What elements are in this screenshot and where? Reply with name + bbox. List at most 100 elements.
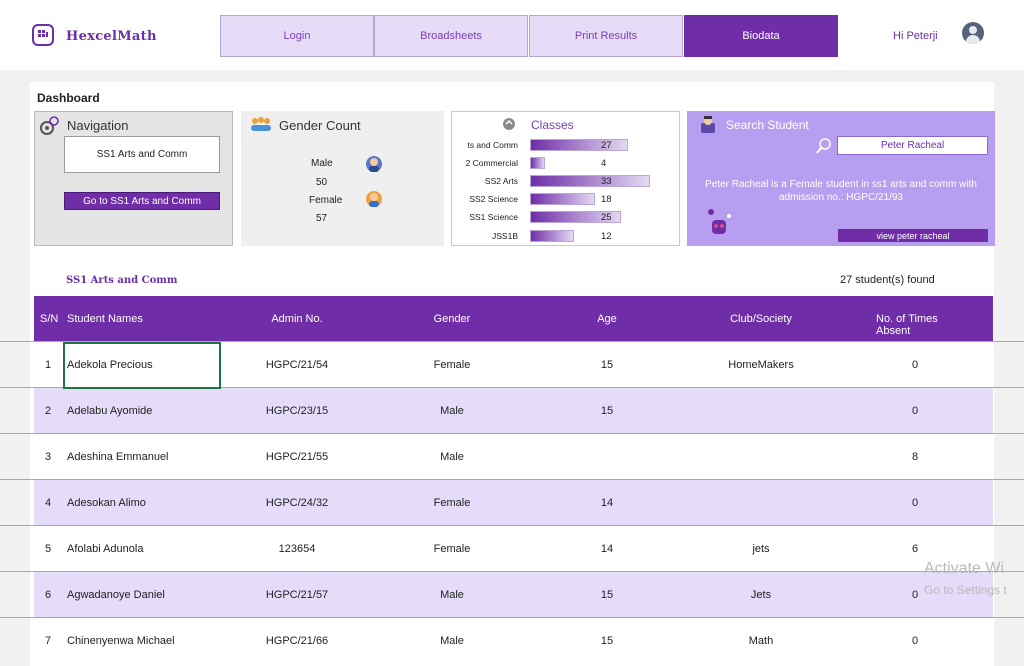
gender-count-title: Gender Count (279, 118, 361, 133)
cell-student-name[interactable]: Adesokan Alimo (67, 497, 146, 509)
cell-admin-no[interactable]: HGPC/21/66 (265, 635, 329, 647)
student-search-input[interactable]: Peter Racheal (837, 136, 988, 155)
cell-gender[interactable]: Male (440, 635, 464, 647)
class-select[interactable]: SS1 Arts and Comm (64, 136, 220, 173)
cell-absent[interactable]: 0 (911, 497, 919, 509)
cell-absent[interactable]: 0 (911, 359, 919, 371)
class-name: SS2 Science (469, 194, 518, 204)
header-admin-no: Admin No. (271, 313, 323, 325)
row-divider (0, 571, 1024, 572)
cell-age[interactable]: 15 (600, 359, 614, 371)
female-label: Female (309, 195, 343, 206)
class-count-value: 18 (601, 194, 612, 205)
cell-absent[interactable]: 6 (911, 543, 919, 555)
cell-student-name[interactable]: Adeshina Emmanuel (67, 451, 169, 463)
navigation-card (34, 111, 233, 246)
selected-cell (63, 342, 221, 389)
cell-admin-no[interactable]: HGPC/23/15 (265, 405, 329, 417)
class-name: 2 Commercial (465, 158, 518, 168)
cell-admin-no[interactable]: HGPC/21/55 (265, 451, 329, 463)
class-bar-row: 2 Commercial 4 (451, 156, 680, 171)
cell-club[interactable]: jets (752, 543, 770, 555)
class-count-value: 27 (601, 140, 612, 151)
table-row[interactable]: 6 Agwadanoye Daniel HGPC/21/57 Male 15 Jets 0 (34, 572, 993, 618)
table-row[interactable]: 2 Adelabu Ayomide HGPC/23/15 Male 15 0 (34, 388, 993, 434)
cell-sn[interactable]: 7 (44, 635, 52, 647)
cell-sn[interactable]: 4 (44, 497, 52, 509)
row-divider (0, 525, 1024, 526)
nav-login[interactable]: Login (220, 15, 374, 57)
cell-sn[interactable]: 6 (44, 589, 52, 601)
class-count-bar (530, 157, 545, 169)
cell-age[interactable]: 15 (600, 405, 614, 417)
cell-gender[interactable]: Male (440, 451, 464, 463)
class-count-value: 25 (601, 212, 612, 223)
male-avatar-icon (366, 156, 382, 172)
class-name: SS2 Arts (484, 176, 518, 186)
cell-sn[interactable]: 3 (44, 451, 52, 463)
cell-gender[interactable]: Male (440, 405, 464, 417)
cell-admin-no[interactable]: HGPC/21/54 (265, 359, 329, 371)
logo-icon (32, 24, 54, 46)
cell-age[interactable]: 14 (600, 497, 614, 509)
cell-gender[interactable]: Female (433, 497, 471, 509)
table-row[interactable]: 4 Adesokan Alimo HGPC/24/32 Female 14 0 (34, 480, 993, 526)
table-row[interactable]: 7 Chinenyenwa Michael HGPC/21/66 Male 15 Math… (34, 618, 993, 664)
nav-biodata[interactable]: Biodata (684, 15, 838, 57)
gears-icon (39, 116, 59, 136)
row-divider (0, 617, 1024, 618)
class-bar-row: JSS1B 12 (451, 229, 680, 244)
search-icon[interactable] (815, 137, 833, 155)
class-count-value: 33 (601, 176, 612, 187)
classes-icon (502, 117, 516, 131)
cell-gender[interactable]: Female (433, 359, 471, 371)
cell-sn[interactable]: 1 (44, 359, 52, 371)
nav-broadsheets[interactable]: Broadsheets (374, 15, 528, 57)
table-row[interactable]: 5 Afolabi Adunola 123654 Female 14 jets 6 (34, 526, 993, 572)
class-count-bar (530, 230, 574, 242)
cell-gender[interactable]: Female (433, 543, 471, 555)
students-found-count: 27 student(s) found (840, 274, 935, 286)
cell-student-name[interactable]: Adekola Precious (67, 359, 153, 371)
search-student-card (687, 111, 995, 246)
table-row[interactable]: 3 Adeshina Emmanuel HGPC/21/55 Male 8 (34, 434, 993, 480)
cell-student-name[interactable]: Afolabi Adunola (67, 543, 144, 555)
robot-illustration-icon (703, 206, 737, 240)
cell-sn[interactable]: 5 (44, 543, 52, 555)
row-divider (0, 387, 1024, 388)
class-name: JSS1B (492, 231, 518, 241)
cell-absent[interactable]: 0 (911, 405, 919, 417)
class-list-title: SS1 Arts and Comm (66, 275, 178, 286)
cell-absent[interactable]: 0 (911, 589, 919, 601)
search-student-title: Search Student (726, 118, 809, 132)
view-student-button[interactable]: view peter racheal (838, 229, 988, 242)
cell-club[interactable]: Jets (750, 589, 772, 601)
cell-age[interactable]: 14 (600, 543, 614, 555)
class-count-bar (530, 211, 621, 223)
table-row[interactable]: 1 Adekola Precious HGPC/21/54 Female 15 HomeM… (34, 342, 993, 388)
header-club: Club/Society (730, 313, 792, 325)
go-to-class-button[interactable]: Go to SS1 Arts and Comm (64, 192, 220, 210)
cell-sn[interactable]: 2 (44, 405, 52, 417)
cell-student-name[interactable]: Chinenyenwa Michael (67, 635, 175, 647)
cell-admin-no[interactable]: HGPC/21/57 (265, 589, 329, 601)
row-divider (0, 341, 1024, 342)
row-divider (0, 433, 1024, 434)
class-count-bar (530, 139, 628, 151)
nav-print-results[interactable]: Print Results (529, 15, 683, 57)
cell-absent[interactable]: 0 (911, 635, 919, 647)
cell-gender[interactable]: Male (440, 589, 464, 601)
user-greeting: Hi Peterji (893, 30, 938, 42)
row-divider (0, 479, 1024, 480)
cell-club[interactable]: Math (748, 635, 774, 647)
cell-student-name[interactable]: Adelabu Ayomide (67, 405, 153, 417)
cell-club[interactable]: HomeMakers (728, 359, 794, 371)
cell-admin-no[interactable]: HGPC/24/32 (265, 497, 329, 509)
cell-age[interactable]: 15 (600, 635, 614, 647)
user-avatar-icon[interactable] (962, 22, 984, 44)
cell-student-name[interactable]: Agwadanoye Daniel (67, 589, 165, 601)
people-icon (250, 117, 272, 131)
cell-absent[interactable]: 8 (911, 451, 919, 463)
cell-admin-no[interactable]: 123654 (278, 543, 316, 555)
cell-age[interactable]: 15 (600, 589, 614, 601)
